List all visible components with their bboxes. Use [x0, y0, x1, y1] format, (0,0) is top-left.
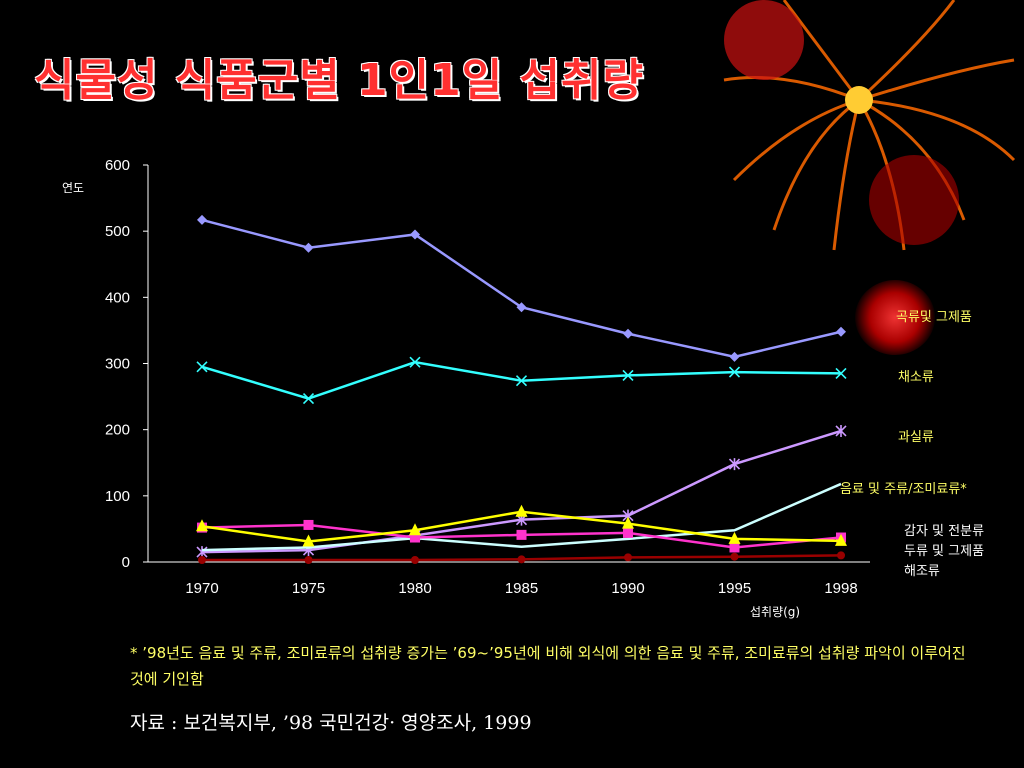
y-tick-label: 0 — [122, 554, 130, 571]
data-point — [516, 302, 527, 313]
y-tick-label: 600 — [105, 157, 130, 174]
data-point — [197, 214, 207, 225]
y-tick-label: 400 — [105, 289, 130, 306]
source-citation: 자료 : 보건복지부, ’98 국민건강· 영양조사, 1999 — [130, 712, 532, 734]
x-tick-label: 1975 — [292, 580, 325, 597]
page-title: 식물성 식품군별 1인1일 섭취량 — [34, 55, 644, 106]
footnote: * ’98년도 음료 및 주류, 조미료류의 섭취량 증가는 ’69~’95년에… — [130, 644, 966, 688]
data-point — [517, 555, 526, 564]
data-point — [622, 369, 634, 381]
data-point — [835, 424, 847, 437]
x-tick-label: 1985 — [505, 580, 538, 597]
legend-fruits: 과실류 — [898, 430, 934, 445]
data-point — [302, 534, 315, 547]
series-line-3 — [201, 482, 842, 552]
data-point — [728, 366, 741, 378]
data-point — [302, 393, 315, 405]
y-tick-label: 300 — [105, 356, 130, 373]
data-point — [835, 533, 847, 546]
legend-grain: 곡류및 그제품 — [896, 310, 972, 325]
data-point — [836, 326, 846, 337]
legend-vegetables: 채소류 — [898, 370, 934, 385]
data-point — [411, 556, 419, 565]
y-axis-label: 연도 — [62, 181, 84, 195]
legend-beverages: 음료 및 주류/조미료류* — [840, 482, 967, 497]
data-point — [303, 519, 314, 530]
data-point — [196, 361, 208, 373]
data-point — [622, 516, 634, 529]
data-point — [410, 532, 420, 543]
data-point — [304, 556, 313, 565]
x-tick-label: 1998 — [824, 580, 857, 597]
data-point — [728, 458, 741, 471]
data-point — [516, 529, 527, 540]
y-tick-label: 500 — [105, 223, 130, 240]
line-chart: 0 100 200 300 400 500 600 1970 1975 1980 1985 1990 1… — [62, 157, 870, 619]
legend-seaweed: 해조류 — [904, 564, 940, 579]
data-point — [728, 531, 741, 544]
legend-legumes: 두류 및 그제품 — [904, 544, 985, 559]
y-tick-label: 200 — [105, 422, 130, 439]
series-line-0 — [201, 218, 842, 359]
y-tick-label: 100 — [105, 488, 130, 505]
x-tick-label: 1970 — [185, 580, 218, 597]
data-point — [835, 367, 847, 379]
data-point — [730, 552, 739, 561]
firework-decoration — [723, 0, 1016, 251]
x-axis-label: 섭취량(g) — [750, 605, 800, 619]
data-point — [623, 328, 633, 339]
glow-orb — [855, 280, 935, 355]
data-point — [729, 351, 740, 362]
legend-potato: 감자 및 전분류 — [904, 524, 985, 539]
data-point — [410, 229, 420, 240]
x-tick-label: 1990 — [611, 580, 644, 597]
data-point — [409, 523, 421, 536]
data-point — [515, 504, 528, 517]
data-point — [515, 375, 528, 387]
data-point — [624, 553, 632, 562]
data-point — [623, 527, 633, 538]
x-tick-label: 1995 — [718, 580, 751, 597]
x-tick-label: 1980 — [398, 580, 431, 597]
data-point — [837, 551, 845, 560]
data-point — [303, 242, 314, 253]
data-point — [409, 356, 421, 368]
data-point — [196, 519, 208, 532]
data-point — [198, 556, 206, 565]
data-point — [729, 542, 740, 553]
